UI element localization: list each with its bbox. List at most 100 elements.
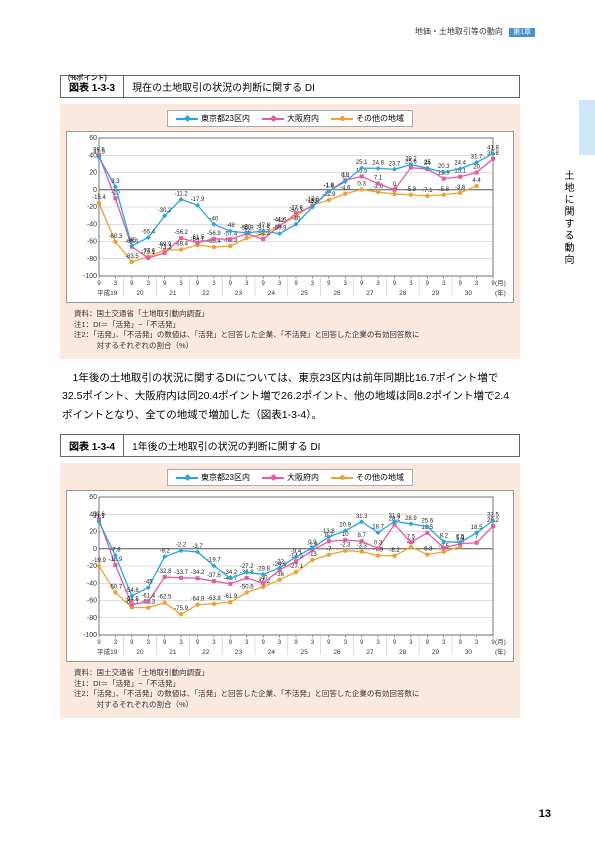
svg-text:3: 3 xyxy=(245,640,249,646)
svg-text:22: 22 xyxy=(202,649,210,656)
svg-text:(年): (年) xyxy=(495,288,506,297)
svg-text:24: 24 xyxy=(268,649,276,656)
svg-text:25: 25 xyxy=(301,649,309,656)
svg-text:25: 25 xyxy=(424,160,431,166)
svg-text:26: 26 xyxy=(333,649,341,656)
svg-text:9: 9 xyxy=(294,640,298,646)
svg-text:-10: -10 xyxy=(111,190,120,196)
svg-text:(月): (月) xyxy=(495,638,506,646)
legend-swatch-1b xyxy=(176,477,198,479)
svg-text:3: 3 xyxy=(278,281,282,287)
svg-text:-5.8: -5.8 xyxy=(439,187,450,193)
svg-text:9: 9 xyxy=(229,640,233,646)
svg-text:20: 20 xyxy=(136,290,144,297)
svg-text:0: 0 xyxy=(93,546,97,553)
svg-text:-6.8: -6.8 xyxy=(422,547,433,553)
svg-text:-62.5: -62.5 xyxy=(158,595,172,601)
svg-text:3: 3 xyxy=(344,281,348,287)
svg-text:-75.9: -75.9 xyxy=(174,606,188,612)
svg-text:3: 3 xyxy=(409,640,413,646)
svg-text:-54.8: -54.8 xyxy=(125,588,139,594)
svg-text:-4.6: -4.6 xyxy=(340,186,351,192)
svg-text:-61.5: -61.5 xyxy=(191,235,205,241)
figure-2-num: 図表 1-3-4 xyxy=(61,435,124,456)
svg-text:-34.2: -34.2 xyxy=(191,570,205,576)
svg-text:9: 9 xyxy=(327,281,331,287)
svg-text:3: 3 xyxy=(212,640,216,646)
svg-text:-40: -40 xyxy=(87,221,97,228)
svg-text:24.4: 24.4 xyxy=(454,161,466,167)
svg-text:-63.8: -63.8 xyxy=(207,596,221,602)
svg-text:-5.8: -5.8 xyxy=(406,187,417,193)
svg-text:-27.6: -27.6 xyxy=(289,206,303,212)
svg-text:(月): (月) xyxy=(495,279,506,287)
svg-text:22: 22 xyxy=(202,290,210,297)
svg-text:-20: -20 xyxy=(308,199,317,205)
svg-text:-40: -40 xyxy=(292,216,301,222)
svg-text:-15.4: -15.4 xyxy=(92,195,106,201)
svg-text:-60: -60 xyxy=(87,239,97,246)
svg-text:8.7: 8.7 xyxy=(357,533,366,539)
page-number: 13 xyxy=(539,808,551,820)
svg-text:0: 0 xyxy=(93,187,97,194)
svg-text:25: 25 xyxy=(301,290,309,297)
svg-text:-80: -80 xyxy=(87,256,97,263)
svg-text:7: 7 xyxy=(475,535,479,541)
svg-text:9: 9 xyxy=(393,281,397,287)
svg-text:0.3: 0.3 xyxy=(374,541,383,547)
svg-text:3: 3 xyxy=(311,281,315,287)
svg-text:3: 3 xyxy=(475,281,479,287)
svg-text:-7: -7 xyxy=(326,547,332,553)
svg-text:-80: -80 xyxy=(87,615,97,622)
svg-text:9: 9 xyxy=(458,281,462,287)
svg-text:-20: -20 xyxy=(87,563,97,570)
svg-text:30: 30 xyxy=(465,649,473,656)
svg-text:28: 28 xyxy=(399,649,407,656)
svg-text:30: 30 xyxy=(465,290,473,297)
note-line: 資料：国土交通省「土地取引動向調査」 xyxy=(74,309,506,320)
svg-text:-9.2: -9.2 xyxy=(159,549,170,555)
svg-text:-8.2: -8.2 xyxy=(389,548,400,554)
svg-text:-2.3: -2.3 xyxy=(340,543,351,549)
svg-text:-33.7: -33.7 xyxy=(174,570,188,576)
svg-text:-61.9: -61.9 xyxy=(223,594,237,600)
svg-text:-55.4: -55.4 xyxy=(141,230,155,236)
note-line: 注1：DI＝「活発」−「不活発」 xyxy=(74,679,506,690)
svg-text:9: 9 xyxy=(97,640,101,646)
svg-text:-7.8: -7.8 xyxy=(110,548,121,554)
note-line: 注2：「活発」、「不活発」の数値は、「活発」と回答した企業、「不活発」と回答した… xyxy=(74,689,506,700)
svg-text:-73.2: -73.2 xyxy=(158,245,172,251)
svg-text:-3.3: -3.3 xyxy=(356,544,367,550)
svg-text:21: 21 xyxy=(169,290,177,297)
svg-text:29: 29 xyxy=(432,649,440,656)
svg-text:7.5: 7.5 xyxy=(407,534,416,540)
svg-text:20.9: 20.9 xyxy=(339,523,351,529)
svg-text:24.8: 24.8 xyxy=(372,160,384,166)
svg-text:-100: -100 xyxy=(83,273,97,280)
chart-1-frame: -100-80-60-40-20020406093939393939393939… xyxy=(66,131,514,303)
legend-swatch-2b xyxy=(262,477,284,479)
svg-text:-60: -60 xyxy=(87,598,97,605)
note-line: 対するそれぞれの割合（%） xyxy=(74,700,506,711)
figure-1-title: 現在の土地取引の状況の判断に関する DI xyxy=(124,76,519,97)
svg-text:-64.9: -64.9 xyxy=(191,597,205,603)
body-paragraph: 1年後の土地取引の状況に関するDIについては、東京23区内は前年同期比16.7ポ… xyxy=(62,369,518,424)
svg-text:3: 3 xyxy=(179,281,183,287)
svg-text:37.5: 37.5 xyxy=(93,149,105,155)
svg-text:23: 23 xyxy=(235,649,243,656)
svg-text:7.1: 7.1 xyxy=(374,176,383,182)
svg-text:-17.9: -17.9 xyxy=(191,197,205,203)
svg-text:3: 3 xyxy=(114,281,118,287)
svg-text:9: 9 xyxy=(393,640,397,646)
svg-text:18.7: 18.7 xyxy=(372,525,384,531)
svg-text:-9.4: -9.4 xyxy=(291,549,302,555)
svg-text:-11.2: -11.2 xyxy=(174,191,188,197)
svg-text:-50.6: -50.6 xyxy=(240,585,254,591)
svg-text:8.2: 8.2 xyxy=(440,534,449,540)
svg-text:20: 20 xyxy=(89,529,97,536)
legend-swatch-1 xyxy=(176,118,198,120)
svg-text:4.4: 4.4 xyxy=(472,178,481,184)
svg-text:21: 21 xyxy=(169,649,177,656)
svg-text:41.8: 41.8 xyxy=(487,146,499,152)
chapter-tag: 第1章 xyxy=(509,28,535,37)
